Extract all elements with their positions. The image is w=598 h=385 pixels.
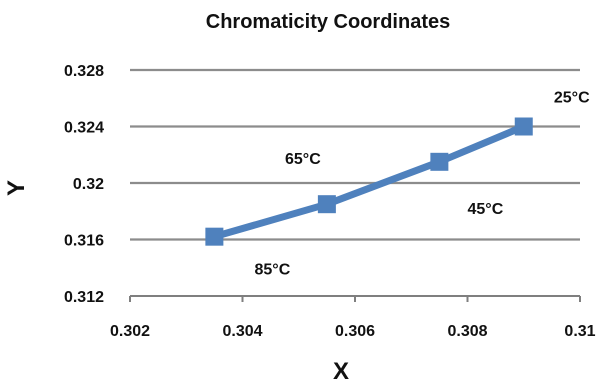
chart-title: Chromaticity Coordinates [206, 11, 450, 33]
x-axis-title: X [333, 358, 349, 385]
x-tick-label-4: 0.31 [564, 323, 595, 340]
y-tick-label-1: 0.316 [64, 233, 104, 250]
x-tick-label-0: 0.302 [110, 323, 150, 340]
point-annotation-3: 25°C [554, 90, 590, 107]
point-annotation-1: 65°C [285, 151, 321, 168]
series-layer [205, 117, 533, 246]
y-axis-title: Y [3, 180, 30, 196]
data-point-2 [430, 152, 449, 171]
y-tick-label-2: 0.32 [73, 176, 104, 193]
x-tick-label-3: 0.308 [447, 323, 487, 340]
data-point-1 [317, 195, 336, 214]
axis-layer: 0.312 0.316 0.32 0.324 0.328 0.302 0.304 0.306 0… [64, 63, 596, 340]
data-point-0 [205, 227, 224, 246]
grid-layer [130, 68, 580, 241]
point-annotation-2: 45°C [468, 201, 504, 218]
x-tick-label-2: 0.306 [335, 323, 375, 340]
point-annotation-0: 85°C [255, 262, 291, 279]
label-layer: 85°C 65°C 45°C 25°C [255, 90, 591, 279]
y-tick-label-3: 0.324 [64, 120, 104, 137]
y-tick-label-4: 0.328 [64, 63, 104, 80]
y-tick-label-0: 0.312 [64, 289, 104, 306]
data-point-3 [514, 117, 533, 136]
x-tick-label-1: 0.304 [222, 323, 262, 340]
series-line-0 [210, 123, 528, 241]
